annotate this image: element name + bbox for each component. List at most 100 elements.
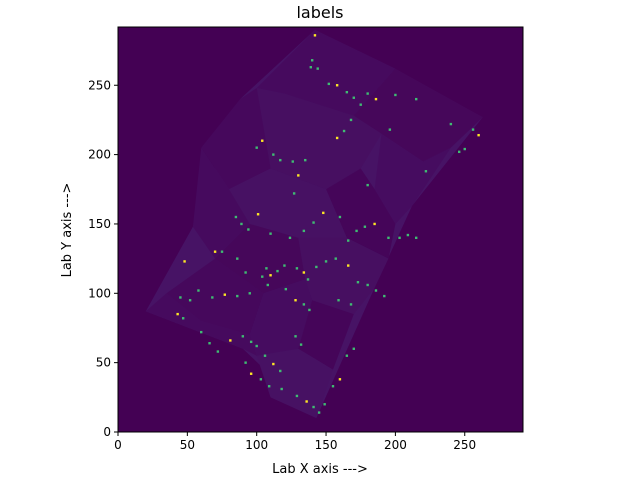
boundary-pixel (276, 269, 279, 273)
grain-region (166, 258, 264, 335)
boundary-pixel (220, 250, 224, 253)
grain-regions (145, 29, 483, 419)
boundary-pixel (347, 239, 350, 242)
boundary-pixel (388, 128, 392, 131)
boundary-pixel (259, 378, 263, 381)
boundary-pixel (294, 335, 297, 338)
boundary-pixel (463, 147, 466, 151)
boundary-pixel (316, 67, 319, 70)
grain-region (256, 88, 382, 190)
boundary-pixel (424, 170, 428, 173)
grain-region (353, 68, 483, 162)
boundary-pixel (457, 150, 461, 154)
boundary-pixel (349, 118, 353, 122)
boundary-pixel (322, 211, 325, 215)
boundary-pixel (295, 267, 299, 270)
boundary-pixel (302, 229, 306, 233)
boundary-pixel (241, 335, 245, 338)
boundary-pixel (244, 361, 247, 364)
boundary-pixel (181, 317, 185, 320)
grain-region (298, 237, 389, 315)
boundary-pixel (449, 122, 453, 126)
boundary-pixel (247, 228, 250, 231)
boundary-pixel (345, 90, 349, 94)
boundary-pixel (338, 378, 342, 381)
boundary-pixel (373, 222, 376, 226)
boundary-pixel (302, 271, 306, 274)
grain-region (145, 293, 257, 356)
y-tick-label: 0 (103, 425, 111, 439)
boundary-pixel (197, 289, 200, 292)
grain-region (298, 300, 354, 370)
boundary-pixel (295, 394, 299, 398)
boundary-pixel (335, 136, 339, 140)
boundary-pixel (334, 257, 337, 260)
boundary-pixel (288, 236, 292, 240)
grain-region (215, 223, 306, 294)
boundary-pixel (229, 339, 232, 342)
boundary-pixel (312, 405, 315, 409)
chart-title: labels (296, 3, 343, 22)
y-tick-label: 200 (88, 148, 111, 162)
boundary-pixel (213, 250, 217, 253)
boundary-pixel (266, 283, 269, 287)
y-axis-label: Lab Y axis ---> (60, 183, 75, 278)
boundary-pixel (263, 354, 267, 357)
boundary-pixel (355, 229, 358, 233)
boundary-pixel (366, 92, 369, 95)
boundary-pixel (335, 84, 339, 87)
x-axis-label: Lab X axis ---> (272, 462, 368, 477)
boundary-pixel (261, 275, 264, 278)
boundary-pixel (415, 236, 418, 240)
x-tick-label: 100 (245, 438, 268, 452)
boundary-pixel (188, 299, 192, 302)
boundary-pixel (216, 350, 220, 353)
boundary-pixel (309, 66, 312, 69)
boundary-pixel (363, 225, 367, 228)
grain-region (192, 147, 250, 259)
boundary-pixel (284, 287, 288, 291)
boundary-pixel (294, 299, 297, 302)
boundary-pixel (305, 400, 308, 403)
boundary-pixel (312, 221, 315, 224)
boundary-pixel (240, 222, 243, 226)
boundary-pixel (374, 97, 378, 101)
boundary-pixel (310, 59, 314, 62)
y-tick-label: 100 (88, 286, 111, 300)
boundary-pixel (249, 340, 253, 344)
boundary-pixel (383, 294, 386, 298)
y-tick-label: 50 (96, 356, 111, 370)
boundary-pixel (374, 289, 378, 292)
boundary-pixel (279, 158, 282, 162)
boundary-pixel (179, 296, 182, 299)
grain-region (374, 133, 451, 224)
boundary-pixel (366, 183, 369, 187)
boundary-pixel (359, 103, 362, 106)
boundary-pixel (327, 82, 331, 86)
boundary-pixel (394, 93, 397, 97)
boundary-pixel (234, 215, 238, 219)
x-tick-label: 150 (315, 438, 338, 452)
boundary-pixel (265, 267, 268, 270)
boundary-pixel (297, 174, 300, 177)
boundary-pixel (176, 312, 179, 316)
boundary-pixel (299, 343, 303, 346)
boundary-pixel (279, 369, 282, 373)
boundary-pixel (304, 158, 307, 162)
boundary-pixel (255, 146, 258, 149)
boundary-pixel (272, 362, 275, 366)
plot-frame (117, 26, 524, 433)
boundary-pixel (236, 294, 239, 298)
boundary-pixel (477, 133, 480, 137)
bright-boundary-pixels (176, 34, 480, 414)
boundary-pixel (387, 236, 390, 240)
boundary-pixel (315, 265, 318, 269)
boundary-pixel (211, 296, 214, 299)
x-tick-label: 250 (453, 438, 476, 452)
boundary-pixel (313, 34, 317, 37)
grain-region (256, 29, 396, 116)
boundary-pixel (306, 278, 310, 281)
boundary-pixel (471, 128, 475, 131)
boundary-pixel (308, 308, 311, 312)
